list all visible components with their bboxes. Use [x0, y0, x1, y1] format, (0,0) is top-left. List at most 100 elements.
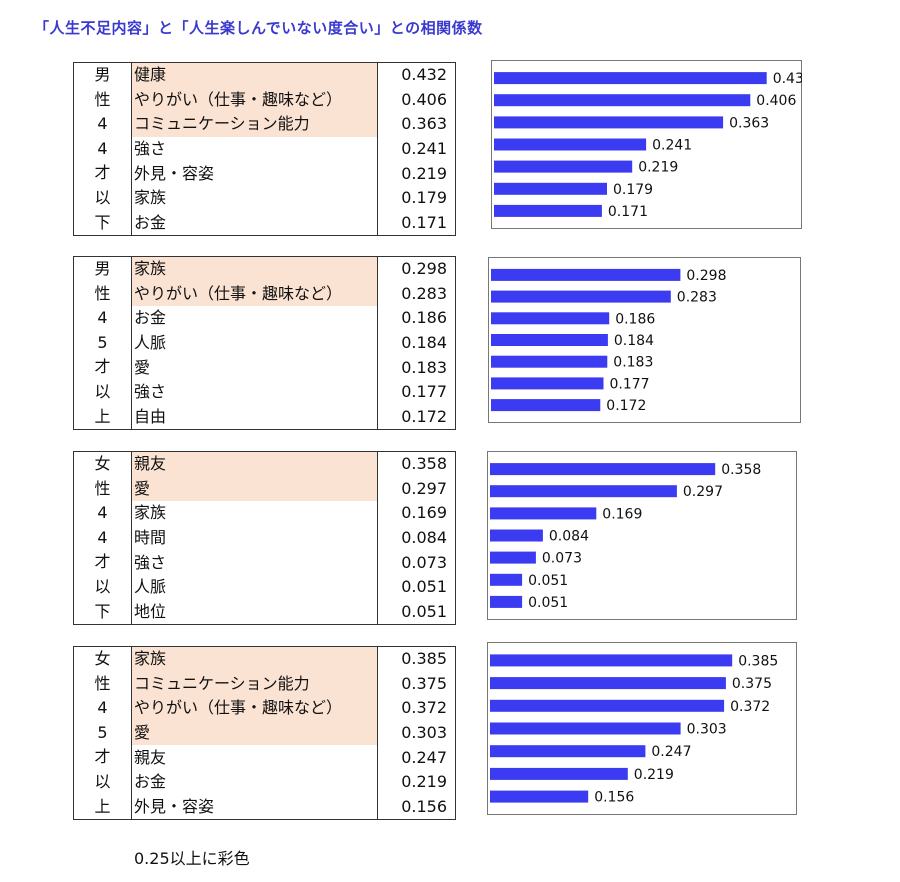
table-row: 自由 0.172 — [74, 404, 456, 431]
category-label: 家族 — [131, 645, 378, 672]
table-row: 愛 0.303 — [74, 720, 456, 746]
correlation-value: 0.084 — [377, 525, 456, 551]
correlation-value: 0.432 — [377, 61, 456, 88]
group-label-char: 才 — [94, 357, 111, 377]
category-label: 愛 — [131, 720, 378, 746]
bar — [494, 116, 724, 129]
category-label: お金 — [131, 306, 378, 331]
data-table: 男性 4 5 才以上 家族 0.298 やりがい（仕事・趣味など） 0.283 お金 0.186 人… — [73, 255, 456, 431]
category-label: 家族 — [131, 501, 378, 526]
category-label: 人脈 — [131, 574, 378, 600]
table-row: 外見・容姿 0.156 — [74, 794, 456, 821]
data-label: 0.184 — [614, 333, 654, 349]
group-label-char: 4 — [97, 527, 108, 547]
table-row: 家族 0.169 — [74, 501, 456, 526]
bar — [491, 312, 610, 325]
group-label-char: 才 — [94, 747, 111, 767]
group-label-char: 性 — [94, 89, 111, 109]
correlation-value: 0.051 — [377, 599, 456, 626]
table-row: 強さ 0.241 — [74, 136, 456, 162]
data-label: 0.186 — [615, 311, 655, 327]
data-label: 0.084 — [549, 529, 589, 545]
bar-chart-svg: 0.432 0.406 0.363 0.241 0.219 0.179 0.171 — [491, 60, 802, 229]
category-label: 外見・容姿 — [131, 794, 378, 821]
bar — [490, 507, 597, 520]
category-label: お金 — [131, 769, 378, 795]
category-label: 家族 — [131, 185, 378, 211]
data-label: 0.051 — [528, 595, 568, 611]
correlation-value: 0.171 — [377, 210, 456, 237]
group-label-char: 以 — [94, 576, 111, 596]
correlation-value: 0.375 — [377, 671, 456, 697]
table-row: 家族 0.179 — [74, 185, 456, 211]
group-label-char: 以 — [94, 771, 111, 791]
bar — [491, 334, 608, 346]
data-table: 男性 4 4 才以下 健康 0.432 やりがい（仕事・趣味など） 0.406 コミュニケーショ… — [73, 61, 456, 237]
correlation-value: 0.297 — [377, 476, 456, 502]
data-label: 0.183 — [613, 355, 653, 371]
bar — [490, 677, 726, 690]
table-row: 愛 0.183 — [74, 355, 456, 380]
bar-chart: 0.385 0.375 0.372 0.303 0.247 0.219 0.156 — [487, 642, 797, 815]
data-label: 0.375 — [732, 676, 772, 692]
correlation-value: 0.358 — [377, 450, 456, 477]
correlation-value: 0.179 — [377, 185, 456, 211]
table-row: 人脈 0.184 — [74, 330, 456, 356]
page-title: 「人生不足内容」と「人生楽しんでいない度合い」との相関係数 — [34, 19, 483, 37]
correlation-value: 0.385 — [377, 645, 456, 672]
group-label-char: 4 — [97, 503, 108, 523]
data-label: 0.363 — [729, 115, 769, 131]
bar — [491, 355, 608, 368]
correlation-value: 0.406 — [377, 87, 456, 113]
bar — [491, 290, 671, 303]
bar — [494, 94, 751, 107]
group-label-char: 上 — [94, 796, 111, 816]
bar — [490, 745, 646, 758]
data-label: 0.247 — [651, 744, 691, 760]
data-label: 0.179 — [613, 182, 653, 198]
table-row: やりがい（仕事・趣味など） 0.406 — [74, 87, 456, 113]
bar — [490, 767, 628, 780]
table-row: お金 0.186 — [74, 306, 456, 331]
bar — [490, 790, 589, 803]
table-row: 外見・容姿 0.219 — [74, 161, 456, 186]
correlation-value: 0.372 — [377, 696, 456, 721]
table-row: やりがい（仕事・趣味など） 0.372 — [74, 696, 456, 721]
group-label-char: 以 — [94, 381, 111, 401]
bar — [490, 699, 725, 712]
category-label: やりがい（仕事・趣味など） — [131, 87, 378, 113]
bar-chart: 0.358 0.297 0.169 0.084 0.073 0.051 0.051 — [487, 451, 797, 620]
correlation-value: 0.241 — [377, 136, 456, 162]
bar-chart-svg: 0.358 0.297 0.169 0.084 0.073 0.051 0.051 — [487, 451, 797, 620]
group-label-char: 男 — [94, 65, 111, 84]
data-label: 0.406 — [756, 93, 796, 109]
bar — [494, 138, 647, 151]
group-label-char: 4 — [97, 114, 108, 134]
table-row: 愛 0.297 — [74, 476, 456, 502]
category-label: やりがい（仕事・趣味など） — [131, 281, 378, 307]
bar-chart: 0.298 0.283 0.186 0.184 0.183 0.177 0.172 — [488, 257, 801, 423]
group-label-char: 5 — [97, 332, 108, 352]
category-label: 健康 — [131, 61, 378, 88]
data-table-panel: 女性 4 5 才以上 家族 0.385 コミュニケーション能力 0.375 やりがい（仕事・趣味… — [73, 645, 456, 821]
category-label: 時間 — [131, 525, 378, 551]
bar — [490, 463, 716, 476]
category-label: コミュニケーション能力 — [131, 671, 378, 697]
data-table: 女性 4 5 才以上 家族 0.385 コミュニケーション能力 0.375 やりがい（仕事・趣味… — [73, 645, 456, 821]
correlation-value: 0.298 — [377, 255, 456, 282]
category-label: 地位 — [131, 599, 378, 626]
category-label: 人脈 — [131, 330, 378, 356]
group-label-char: 才 — [94, 163, 111, 183]
data-label: 0.172 — [606, 398, 646, 414]
data-table-panel: 男性 4 5 才以上 家族 0.298 やりがい（仕事・趣味など） 0.283 お金 0.186 人… — [73, 255, 456, 431]
data-label: 0.219 — [634, 767, 674, 783]
bar — [490, 573, 523, 586]
data-label: 0.432 — [773, 71, 802, 87]
table-row: 地位 0.051 — [74, 599, 456, 626]
data-table-panel: 男性 4 4 才以下 健康 0.432 やりがい（仕事・趣味など） 0.406 コミュニケーショ… — [73, 61, 456, 237]
category-label: 強さ — [131, 550, 378, 575]
group-label-char: 以 — [94, 187, 111, 207]
correlation-value: 0.219 — [377, 769, 456, 795]
group-label-char: 下 — [94, 601, 111, 621]
